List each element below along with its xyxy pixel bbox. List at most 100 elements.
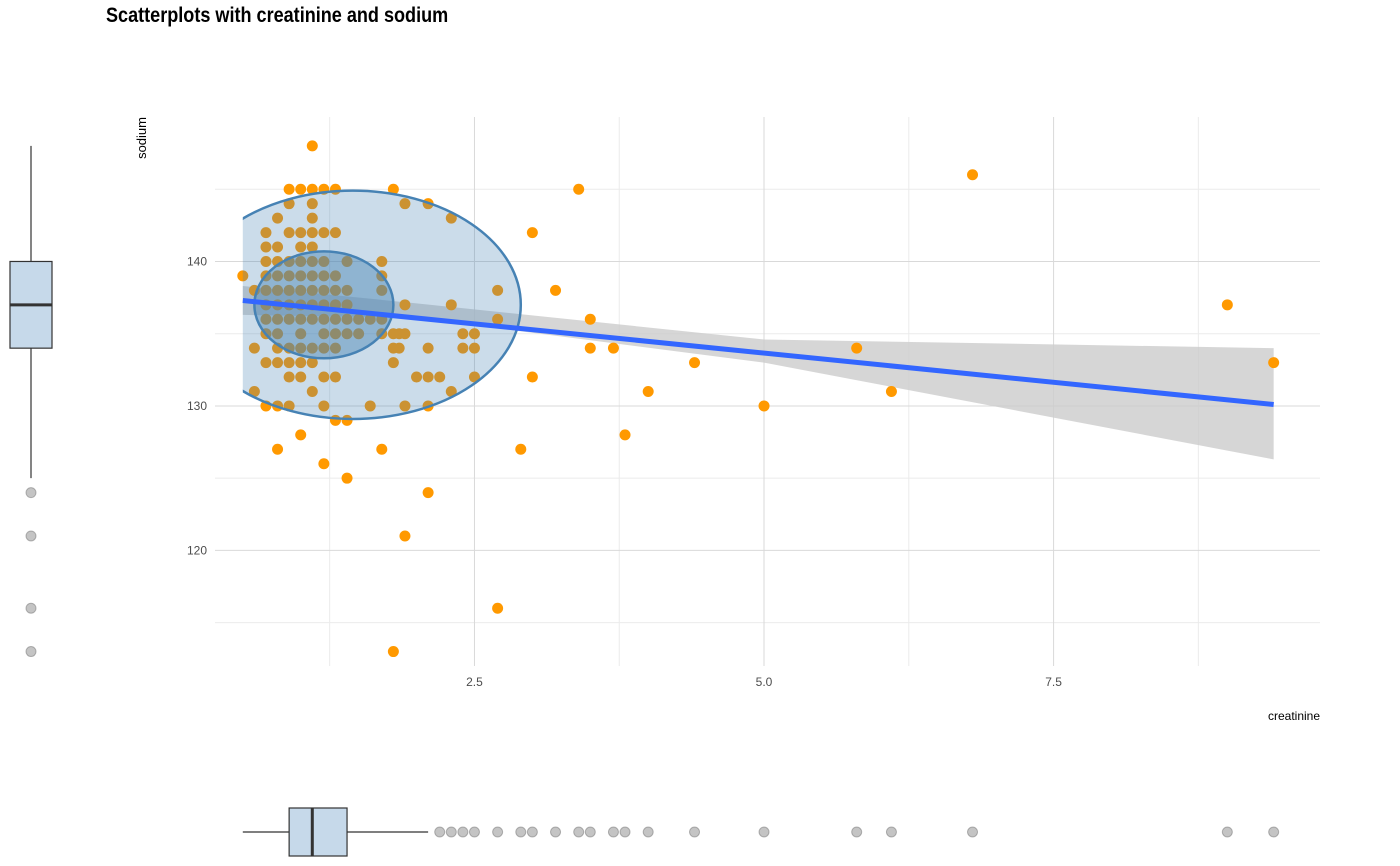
data-point (306, 183, 318, 195)
data-point (584, 342, 596, 354)
boxplot-x-outlier (573, 826, 585, 838)
y-tick-label: 130 (187, 399, 207, 413)
data-point (318, 255, 330, 267)
data-point (318, 227, 330, 239)
boxplot-y-outlier (25, 487, 37, 499)
data-point (283, 183, 295, 195)
data-point (364, 313, 376, 325)
data-point (468, 371, 480, 383)
data-point (492, 602, 504, 614)
data-point (457, 342, 469, 354)
data-point (468, 342, 480, 354)
data-point (272, 212, 284, 224)
data-point (341, 255, 353, 267)
boxplot-x-outlier (851, 826, 863, 838)
data-point (248, 342, 260, 354)
data-point (445, 299, 457, 311)
data-point (422, 487, 434, 499)
data-point (272, 313, 284, 325)
data-point (318, 270, 330, 282)
chart-title: Scatterplots with creatinine and sodium (106, 4, 449, 27)
data-point (387, 357, 399, 369)
data-point (376, 443, 388, 455)
data-point (329, 371, 341, 383)
data-point (758, 400, 770, 412)
data-point (260, 241, 272, 253)
marginal-boxplot-y (9, 145, 53, 658)
data-point (237, 270, 249, 282)
data-point (399, 299, 411, 311)
data-point (260, 284, 272, 296)
data-point (399, 328, 411, 340)
data-point (318, 328, 330, 340)
data-point (295, 357, 307, 369)
data-point (399, 198, 411, 210)
data-point (272, 241, 284, 253)
data-point (306, 227, 318, 239)
x-tick-label: 7.5 (1045, 675, 1062, 689)
data-point (295, 241, 307, 253)
data-point (283, 270, 295, 282)
data-point (272, 443, 284, 455)
data-point (422, 342, 434, 354)
boxplot-y-outlier (25, 530, 37, 542)
data-point (457, 328, 469, 340)
x-tick-label: 2.5 (466, 675, 483, 689)
data-point (526, 227, 538, 239)
data-point (318, 400, 330, 412)
data-point (364, 400, 376, 412)
data-point (306, 386, 318, 397)
data-point (1221, 299, 1233, 311)
boxplot-x-outlier (550, 826, 562, 838)
data-point (306, 342, 318, 354)
data-point (550, 284, 562, 296)
x-tick-label: 5.0 (756, 675, 773, 689)
data-point (260, 255, 272, 267)
data-point (260, 313, 272, 325)
boxplot-x-outlier (515, 826, 527, 838)
y-tick-label: 140 (187, 254, 207, 268)
data-point (272, 357, 284, 369)
data-point (584, 313, 596, 325)
data-point (329, 328, 341, 340)
data-point (260, 357, 272, 369)
data-point (411, 371, 423, 383)
data-point (341, 328, 353, 340)
data-point (306, 313, 318, 325)
data-point (492, 284, 504, 296)
boxplot-x-outlier (492, 826, 504, 838)
data-point (295, 313, 307, 325)
data-point (295, 429, 307, 441)
data-point (295, 255, 307, 267)
boxplot-x-outlier (967, 826, 979, 838)
data-point (260, 227, 272, 239)
data-point (468, 328, 480, 340)
data-point (295, 342, 307, 354)
data-point (619, 429, 631, 441)
data-point (283, 313, 295, 325)
data-point (399, 400, 411, 412)
data-point (399, 530, 411, 542)
data-point (329, 270, 341, 282)
data-point (283, 371, 295, 383)
data-point (306, 212, 318, 224)
boxplot-x-outlier (1268, 826, 1280, 838)
data-point (376, 255, 388, 267)
data-point (318, 284, 330, 296)
data-point (272, 328, 284, 340)
data-point (341, 313, 353, 325)
boxplot-x-outlier (457, 826, 469, 838)
data-point (306, 357, 318, 369)
data-point (341, 472, 353, 484)
y-axis-label: sodium (134, 117, 149, 159)
data-point (492, 313, 504, 325)
boxplot-x-outlier (642, 826, 654, 838)
density-ellipse-outer (242, 189, 522, 421)
boxplot-x-box (288, 807, 348, 857)
data-point (353, 328, 365, 340)
data-point (295, 328, 307, 340)
boxplot-x-outlier (1221, 826, 1233, 838)
data-point (1268, 357, 1280, 369)
